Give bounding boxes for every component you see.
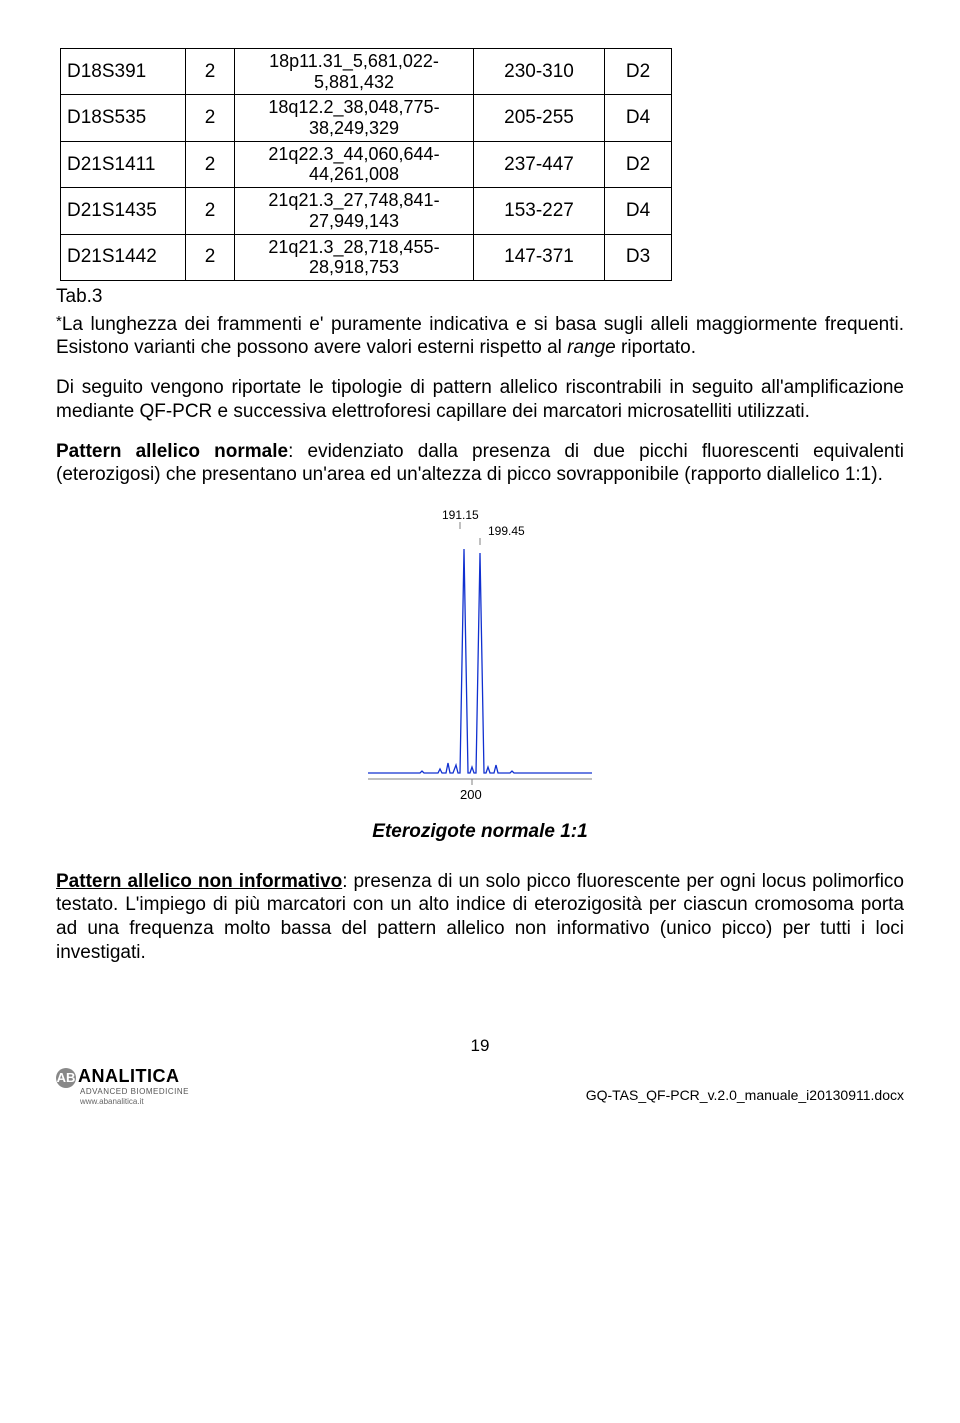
- paragraph-pattern-noninformative: Pattern allelico non informativo: presen…: [56, 870, 904, 965]
- axis-label: 200: [460, 787, 482, 802]
- cell-range: 153-227: [474, 188, 605, 234]
- cell-locus: 18q12.2_38,048,775-38,249,329: [235, 95, 474, 141]
- cell-locus: 18p11.31_5,681,022-5,881,432: [235, 49, 474, 95]
- cell-dye: D4: [605, 95, 672, 141]
- peak-label-2: 199.45: [488, 524, 525, 538]
- cell-marker: D21S1442: [61, 234, 186, 280]
- figure-caption: Eterozigote normale 1:1: [56, 820, 904, 844]
- table-row: D21S1442221q21.3_28,718,455-28,918,75314…: [61, 234, 672, 280]
- page-number: 19: [56, 1035, 904, 1056]
- cell-locus: 21q22.3_44,060,644-44,261,008: [235, 141, 474, 187]
- cell-range: 230-310: [474, 49, 605, 95]
- doc-filename: GQ-TAS_QF-PCR_v.2.0_manuale_i20130911.do…: [586, 1087, 904, 1105]
- cell-count: 2: [186, 234, 235, 280]
- paragraph-intro: Di seguito vengono riportate le tipologi…: [56, 376, 904, 424]
- footer-logo: ABANALITICA ADVANCED BIOMEDICINE www.aba…: [56, 1065, 189, 1107]
- table-row: D18S391218p11.31_5,681,022-5,881,432230-…: [61, 49, 672, 95]
- cell-range: 205-255: [474, 95, 605, 141]
- table-row: D21S1411221q22.3_44,060,644-44,261,00823…: [61, 141, 672, 187]
- cell-count: 2: [186, 188, 235, 234]
- cell-dye: D3: [605, 234, 672, 280]
- cell-count: 2: [186, 141, 235, 187]
- peak-label-1: 191.15: [442, 508, 479, 522]
- cell-locus: 21q21.3_28,718,455-28,918,753: [235, 234, 474, 280]
- pattern-normal-title: Pattern allelico normale: [56, 441, 288, 462]
- table-label: Tab.3: [56, 285, 904, 309]
- cell-marker: D21S1435: [61, 188, 186, 234]
- cell-marker: D18S535: [61, 95, 186, 141]
- pattern-noninformative-title: Pattern allelico non informativo: [56, 871, 342, 892]
- logo-badge-icon: AB: [56, 1068, 76, 1088]
- cell-marker: D21S1411: [61, 141, 186, 187]
- cell-range: 147-371: [474, 234, 605, 280]
- cell-count: 2: [186, 49, 235, 95]
- marker-table-body: D18S391218p11.31_5,681,022-5,881,432230-…: [61, 49, 672, 281]
- cell-dye: D2: [605, 49, 672, 95]
- cell-count: 2: [186, 95, 235, 141]
- cell-marker: D18S391: [61, 49, 186, 95]
- cell-dye: D4: [605, 188, 672, 234]
- paragraph-note: *La lunghezza dei frammenti e' puramente…: [56, 313, 904, 361]
- cell-dye: D2: [605, 141, 672, 187]
- electropherogram-svg: 191.15 199.45 200: [360, 505, 600, 805]
- cell-range: 237-447: [474, 141, 605, 187]
- figure-heterozygote: 191.15 199.45 200 Eterozigote normale 1:…: [56, 505, 904, 844]
- marker-table: D18S391218p11.31_5,681,022-5,881,432230-…: [60, 48, 672, 281]
- trace-path: [368, 549, 592, 773]
- page-footer: ABANALITICA ADVANCED BIOMEDICINE www.aba…: [56, 1035, 904, 1105]
- table-row: D18S535218q12.2_38,048,775-38,249,329205…: [61, 95, 672, 141]
- cell-locus: 21q21.3_27,748,841-27,949,143: [235, 188, 474, 234]
- paragraph-pattern-normal: Pattern allelico normale: evidenziato da…: [56, 440, 904, 488]
- table-row: D21S1435221q21.3_27,748,841-27,949,14315…: [61, 188, 672, 234]
